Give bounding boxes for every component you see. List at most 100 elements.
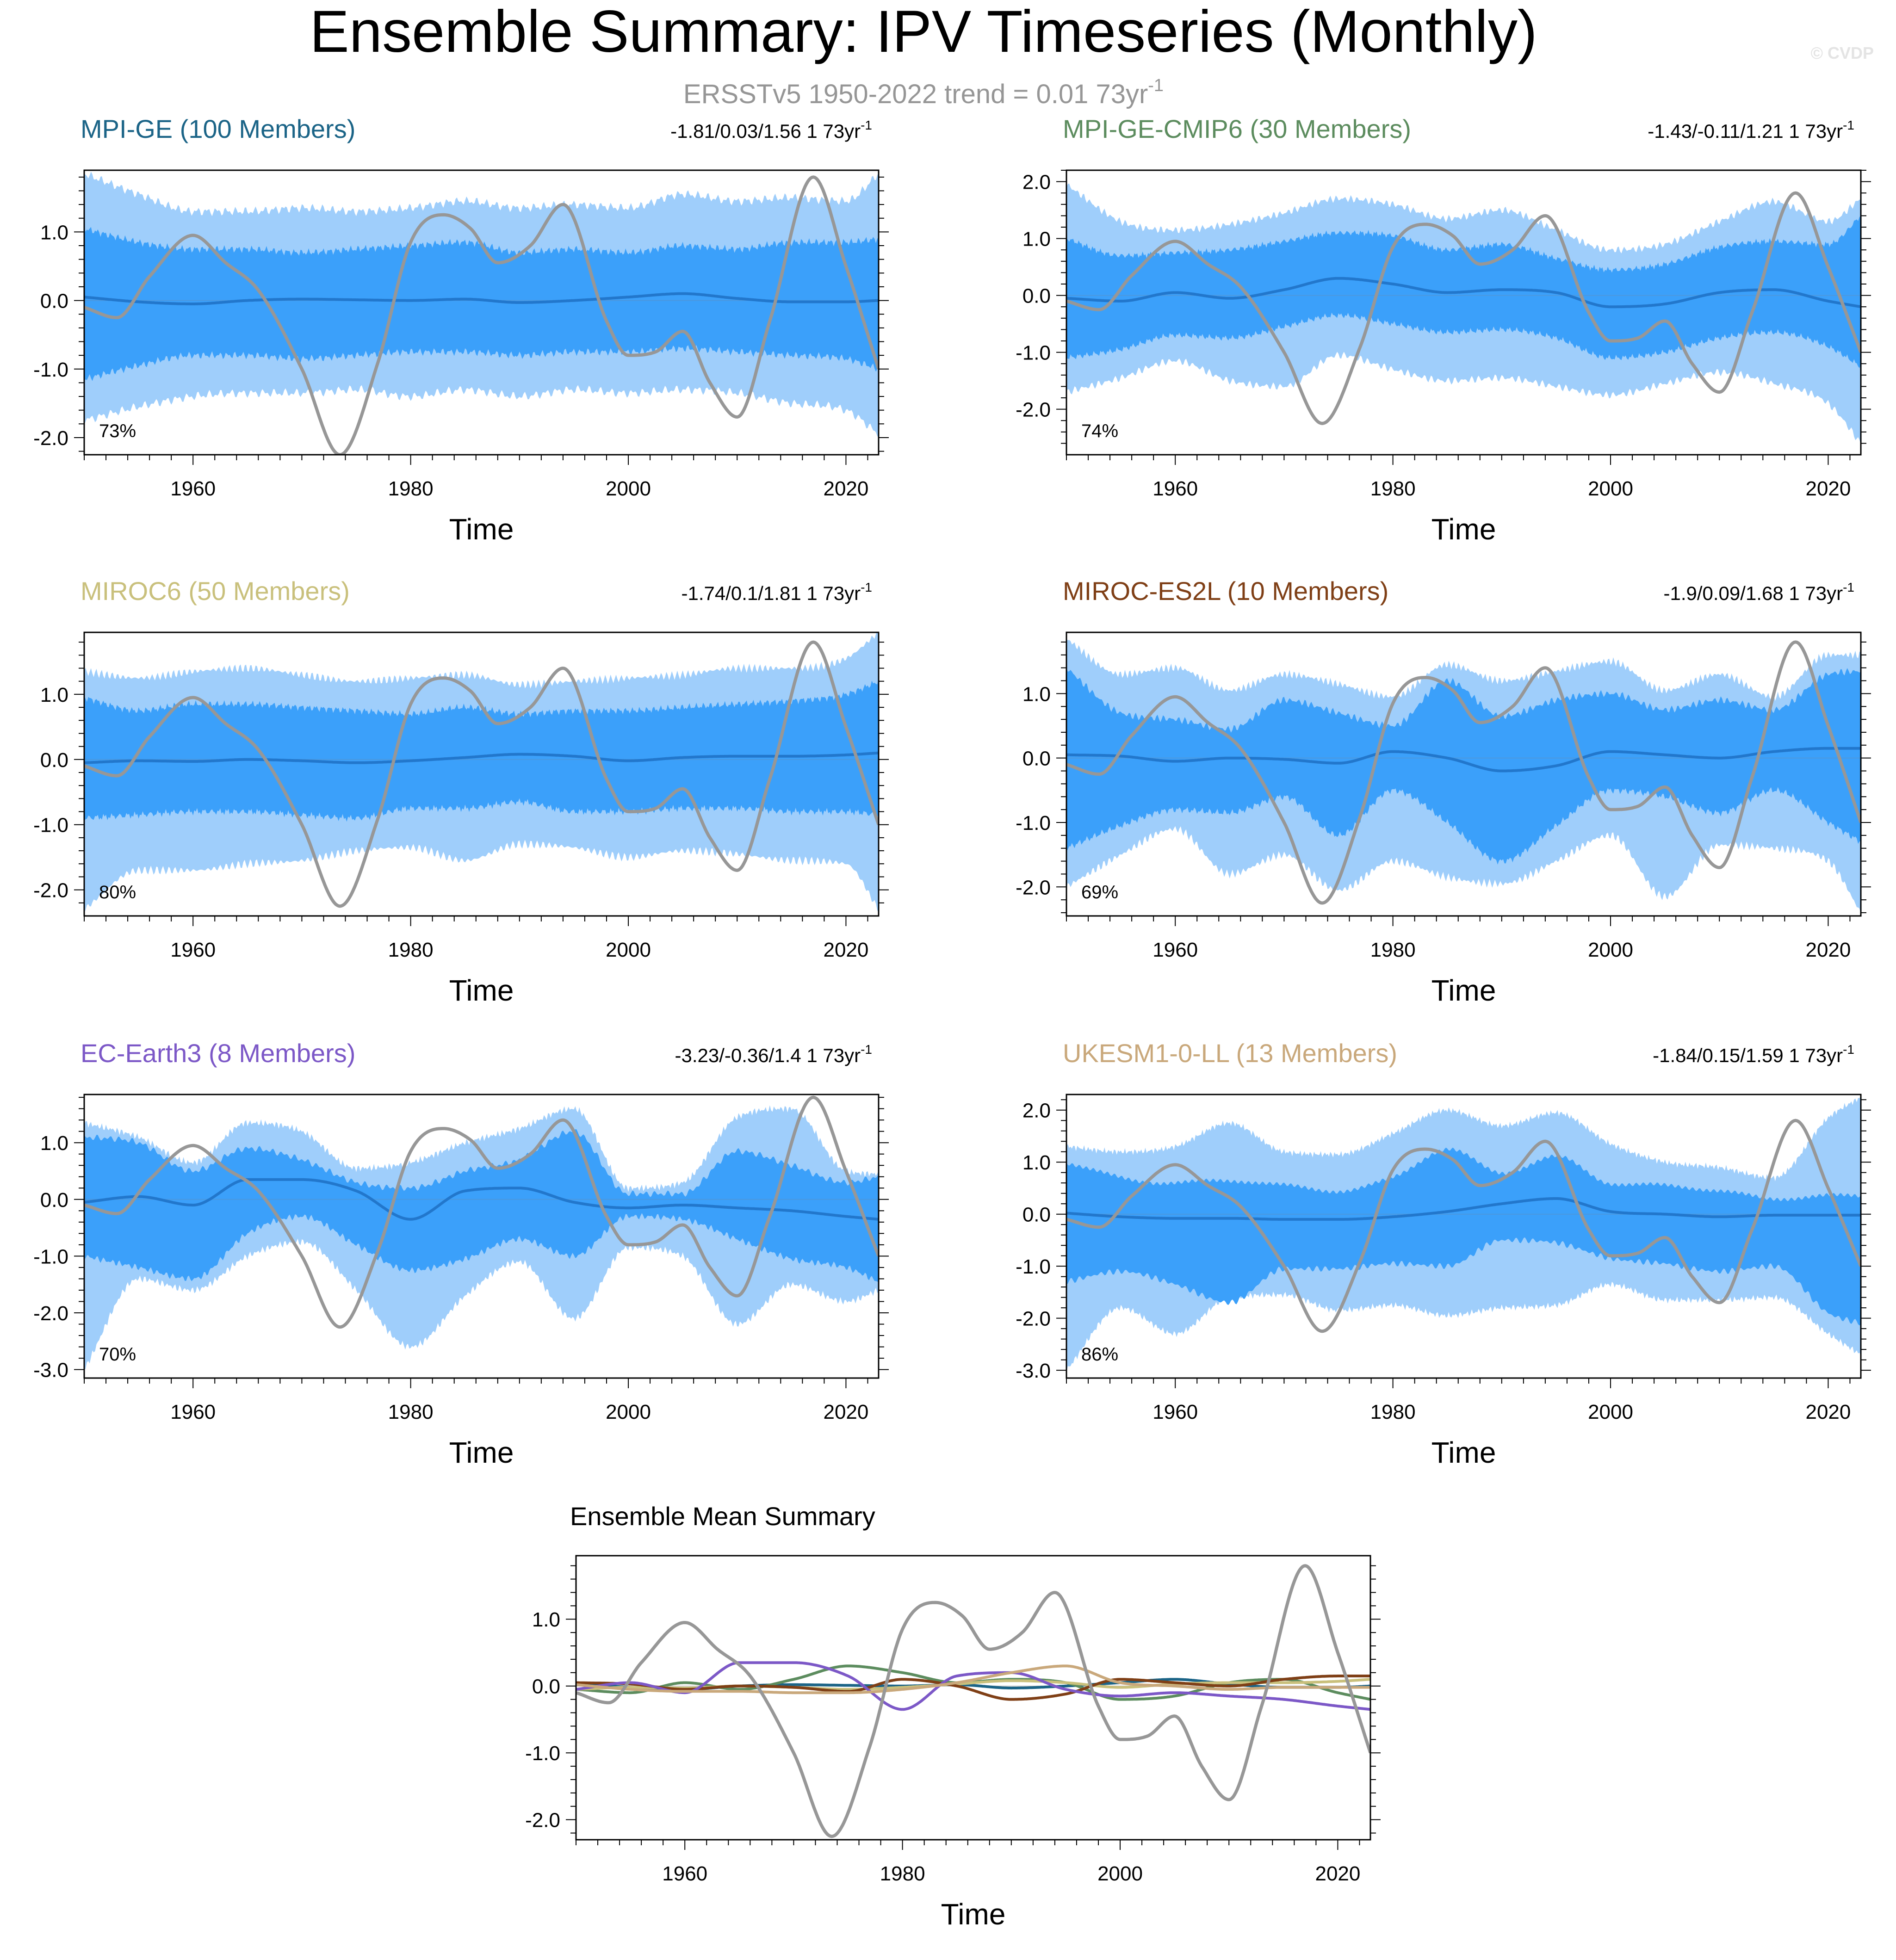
inner-spread-band	[1066, 1147, 1861, 1326]
ensemble-mean-line	[1066, 747, 1861, 773]
y-tick-label: -1.0	[33, 359, 68, 381]
x-tick-label: 1960	[170, 477, 216, 500]
y-tick-label: 2.0	[1022, 171, 1051, 194]
x-tick-label: 2020	[823, 477, 868, 500]
trend-label: -1.74/0.1/1.81 1 73yr-1	[681, 580, 872, 604]
y-tick-label: -1.0	[525, 1742, 560, 1765]
trend-label-text: -1.43/-0.11/1.21 1 73yr	[1648, 120, 1843, 142]
ensemble-mean-line	[1066, 277, 1861, 309]
y-tick-label: 1.0	[40, 221, 68, 244]
x-tick-label: 1980	[388, 939, 434, 961]
y-tick-label: 2.0	[1022, 1100, 1051, 1122]
trend-label-sup: -1	[1843, 118, 1854, 132]
x-axis-label: Time	[1431, 1436, 1496, 1469]
y-tick-label: 0.0	[1022, 1204, 1051, 1226]
x-axis-label: Time	[1431, 513, 1496, 546]
trend-label-sup: -1	[861, 580, 872, 594]
x-tick-label: 1980	[1370, 939, 1416, 961]
panels: 1.0 0.0 -1.0 -2.0 1960 1980 2000 2020 Time MPI-GE…	[33, 114, 1871, 1931]
observations-line	[1066, 1119, 1861, 1333]
plot-frame	[83, 1094, 880, 1379]
x-tick-label: 1980	[388, 1401, 434, 1423]
x-axis-label: Time	[449, 1436, 514, 1469]
y-tick-label: -2.0	[1016, 1308, 1051, 1330]
y-tick-label: 0.0	[40, 749, 68, 772]
y-tick-label: 0.0	[40, 1189, 68, 1212]
panel-ec-earth3: 1.0 0.0 -1.0 -2.0 -3.0 1960 1980 2000 2020 Time EC…	[33, 1039, 889, 1469]
panel-title: MIROC-ES2L (10 Members)	[1063, 576, 1388, 606]
x-tick-label: 1960	[170, 1401, 216, 1423]
observations-line	[1066, 191, 1861, 425]
series-line-ec-earth3	[576, 1661, 1370, 1711]
y-tick-label: -3.0	[33, 1359, 68, 1382]
y-tick-label: 0.0	[532, 1676, 560, 1698]
percent-label: 73%	[99, 421, 136, 441]
plot-frame	[83, 631, 880, 917]
panel-mpi-ge-cmip6: 2.0 1.0 0.0 -1.0 -2.0 1960 1980 2000 2020 Time MPI…	[1016, 114, 1871, 546]
x-axis-label: Time	[941, 1898, 1006, 1931]
percent-label: 86%	[1081, 1344, 1118, 1365]
trend-label-text: -3.23/-0.36/1.4 1 73yr	[675, 1045, 861, 1066]
x-tick-label: 1980	[1370, 477, 1416, 500]
x-tick-label: 2020	[1805, 939, 1851, 961]
y-tick-label: -2.0	[525, 1809, 560, 1832]
y-tick-label: 0.0	[1022, 748, 1051, 770]
percent-label: 69%	[1081, 882, 1118, 903]
x-tick-label: 1980	[1370, 1401, 1416, 1423]
x-axis-label: Time	[449, 513, 514, 546]
y-tick-label: 1.0	[40, 1132, 68, 1155]
x-tick-label: 2020	[1805, 1401, 1851, 1423]
x-tick-label: 1960	[662, 1862, 707, 1885]
x-axis-label: Time	[1431, 974, 1496, 1007]
observations-line	[84, 640, 879, 908]
x-tick-label: 2000	[1588, 939, 1633, 961]
panel-title: UKESM1-0-LL (13 Members)	[1063, 1039, 1397, 1068]
x-tick-label: 2000	[606, 477, 651, 500]
y-tick-label: -1.0	[33, 814, 68, 837]
observations-line	[576, 1564, 1370, 1838]
y-tick-label: -2.0	[33, 879, 68, 902]
inner-spread-band	[84, 227, 879, 381]
x-tick-label: 1980	[880, 1862, 925, 1885]
trend-label-text: -1.81/0.03/1.56 1 73yr	[670, 120, 861, 142]
plot-area	[1066, 1095, 1861, 1373]
y-tick-label: -2.0	[1016, 399, 1051, 421]
y-tick-label: 0.0	[40, 290, 68, 313]
panel-title: MPI-GE-CMIP6 (30 Members)	[1063, 114, 1411, 143]
y-tick-label: -2.0	[1016, 876, 1051, 899]
y-tick-label: 1.0	[1022, 683, 1051, 705]
x-tick-label: 1960	[1152, 1401, 1198, 1423]
trend-label: -1.84/0.15/1.59 1 73yr-1	[1653, 1042, 1854, 1066]
plot-area	[1066, 638, 1861, 914]
x-tick-label: 2020	[823, 1401, 868, 1423]
trend-label-sup: -1	[1843, 580, 1854, 594]
figure-title: Ensemble Summary: IPV Timeseries (Monthl…	[310, 0, 1537, 65]
trend-label: -1.81/0.03/1.56 1 73yr-1	[670, 118, 872, 142]
x-tick-label: 1960	[1152, 939, 1198, 961]
panel-ensemble-mean-summary: 1.0 0.0 -1.0 -2.0 1960 1980 2000 2020 Time Ensemb…	[525, 1502, 1381, 1931]
panel-miroc6: 1.0 0.0 -1.0 -2.0 1960 1980 2000 2020 Time MIROC6…	[33, 576, 889, 1007]
plot-area	[84, 172, 879, 455]
panel-title: MIROC6 (50 Members)	[81, 576, 350, 606]
panel-title: EC-Earth3 (8 Members)	[81, 1039, 355, 1068]
plot-area	[1066, 183, 1861, 445]
y-tick-label: -1.0	[1016, 812, 1051, 835]
x-tick-label: 2000	[1097, 1862, 1143, 1885]
ensemble-mean-line	[84, 292, 879, 305]
y-tick-label: 1.0	[40, 684, 68, 706]
trend-label-text: -1.84/0.15/1.59 1 73yr	[1653, 1045, 1843, 1066]
x-tick-label: 1980	[388, 477, 434, 500]
trend-label-text: -1.9/0.09/1.68 1 73yr	[1663, 582, 1843, 604]
y-tick-label: -1.0	[1016, 342, 1051, 365]
y-tick-label: -1.0	[1016, 1255, 1051, 1278]
trend-label-text: -1.74/0.1/1.81 1 73yr	[681, 582, 861, 604]
inner-spread-band	[1066, 668, 1861, 865]
figure-subtitle-text: ERSSTv5 1950-2022 trend = 0.01 73yr	[683, 79, 1148, 109]
observations-line	[1066, 640, 1861, 905]
x-axis-label: Time	[449, 974, 514, 1007]
percent-label: 70%	[99, 1344, 136, 1365]
y-tick-label: -1.0	[33, 1245, 68, 1268]
plot-frame	[1066, 631, 1862, 917]
observations-line	[84, 175, 879, 455]
x-tick-label: 2000	[1588, 1401, 1633, 1423]
